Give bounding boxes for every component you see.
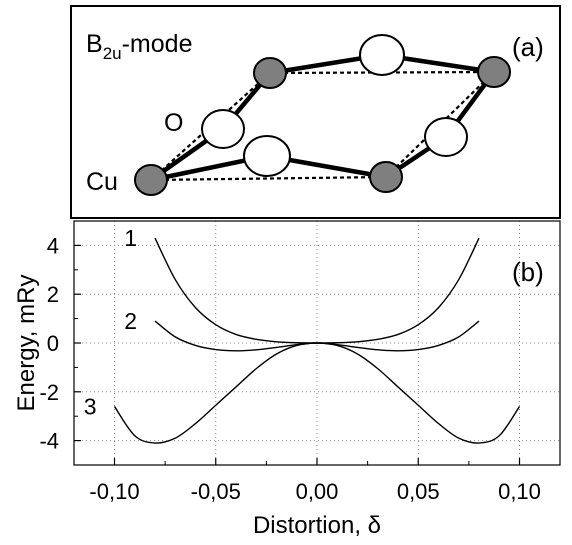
copper-atom <box>134 164 168 196</box>
series-line-3 <box>113 342 521 444</box>
series-label-2: 2 <box>124 308 137 334</box>
oxygen-atom <box>201 109 245 149</box>
x-tick-label: -0,05 <box>191 479 241 504</box>
oxygen-atom <box>243 135 291 177</box>
series-label-3: 3 <box>84 393 97 419</box>
y-axis-label: Energy, mRy <box>13 275 40 412</box>
x-axis-label: Distortion, δ <box>253 512 381 539</box>
x-tick-label: -0,10 <box>89 479 139 504</box>
atoms <box>134 34 511 196</box>
copper-atom <box>369 161 403 193</box>
y-tick-label: -2 <box>39 380 59 405</box>
y-tick-label: -4 <box>39 429 59 454</box>
mode-label: B2u-mode <box>86 30 192 63</box>
series-layer: 1 2 3 <box>84 225 521 444</box>
oxygen-atom <box>359 34 405 76</box>
copper-atom <box>253 57 287 89</box>
oxygen-label: O <box>164 109 183 137</box>
tick-labels: -0,10 -0,05 0,00 0,05 0,10 -4 -2 0 2 4 <box>39 233 540 504</box>
series-label-1: 1 <box>124 225 137 251</box>
panel-b-label: (b) <box>512 257 544 287</box>
y-tick-label: 4 <box>47 233 59 258</box>
x-tick-label: 0,00 <box>296 479 339 504</box>
copper-atom <box>477 56 511 88</box>
axis-ticks <box>74 244 521 465</box>
panel-a: B2u-mode (a) O Cu <box>70 5 561 219</box>
panel-b: 1 2 3 -0,10 -0,05 0,00 0,05 0,10 -4 -2 0 2 4 (b) Di… <box>13 220 561 539</box>
y-tick-label: 0 <box>47 331 59 356</box>
oxygen-atom <box>424 117 468 157</box>
panel-a-frame <box>70 5 561 219</box>
grid <box>74 221 560 465</box>
x-tick-label: 0,05 <box>397 479 440 504</box>
y-tick-label: 2 <box>47 282 59 307</box>
copper-label: Cu <box>86 168 118 196</box>
reference-edge-bottom <box>150 175 387 182</box>
x-tick-label: 0,10 <box>498 479 541 504</box>
panel-a-label: (a) <box>512 32 544 62</box>
